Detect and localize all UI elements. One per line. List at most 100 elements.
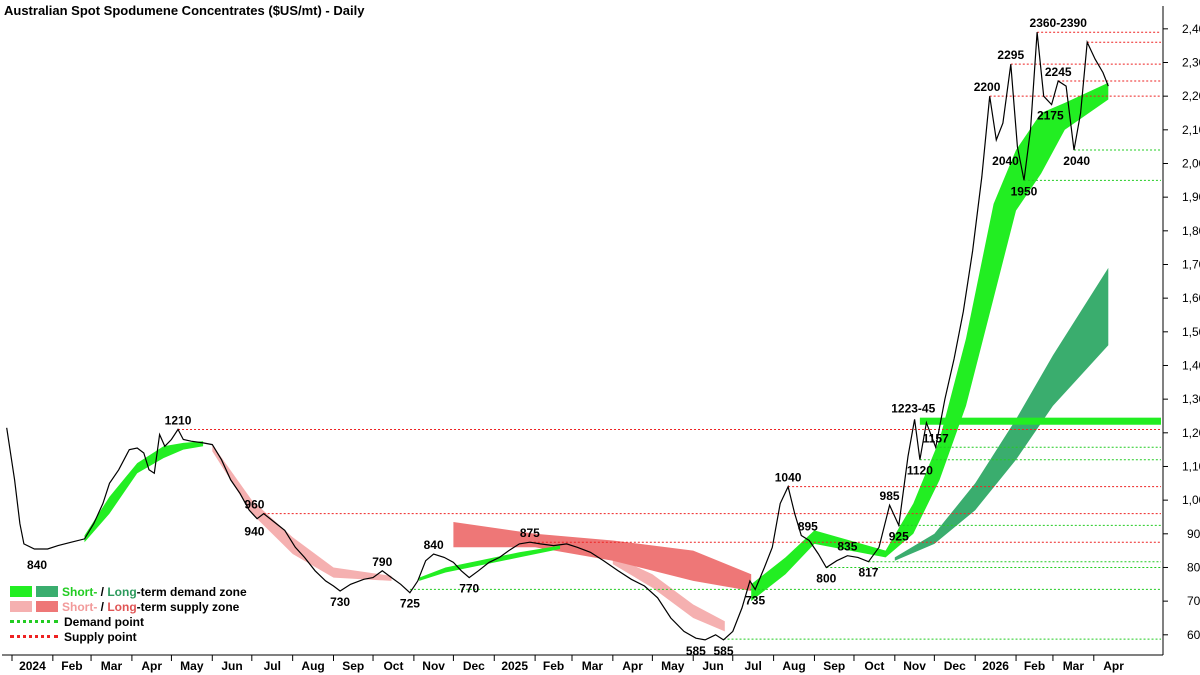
y-tick-label-11: 1,700 <box>1182 257 1200 271</box>
x-tick-label-7: Aug <box>301 659 324 673</box>
legend-row-supply-zone: Short- / Long -term supply zone <box>10 599 247 614</box>
annotation-label-12: 735 <box>745 593 765 607</box>
annotation-label-6: 725 <box>400 597 420 611</box>
short-term-demand-zone-2 <box>751 82 1109 602</box>
annotation-label-10: 585 <box>686 644 706 658</box>
legend-label-supply-point: Supply point <box>64 629 137 644</box>
annotation-label-22: 1157 <box>923 431 949 445</box>
long-term-supply-zone <box>453 522 752 591</box>
legend-label-long-supply: Long <box>107 599 137 614</box>
x-tick-label-11: Dec <box>463 659 485 673</box>
x-tick-label-20: Sep <box>823 659 845 673</box>
short-term-demand-zone-0 <box>84 441 204 543</box>
x-tick-label-14: Mar <box>582 659 604 673</box>
x-tick-label-15: Apr <box>622 659 643 673</box>
x-tick-label-22: Nov <box>903 659 926 673</box>
y-tick-label-4: 1,000 <box>1182 493 1200 507</box>
x-tick-label-6: Jul <box>264 659 281 673</box>
short-term-supply-zone-0 <box>212 444 392 581</box>
x-tick-label-3: Apr <box>141 659 162 673</box>
annotation-label-26: 1950 <box>1011 184 1038 198</box>
x-tick-label-24: 2026 <box>982 659 1009 673</box>
annotation-label-11: 585 <box>714 644 734 658</box>
y-tick-label-2: 800 <box>1187 560 1200 574</box>
annotation-label-17: 817 <box>858 566 878 580</box>
x-tick-label-21: Oct <box>864 659 884 673</box>
y-tick-label-15: 2,100 <box>1182 123 1200 137</box>
y-tick-label-3: 900 <box>1187 527 1200 541</box>
y-tick-label-5: 1,100 <box>1182 459 1200 473</box>
legend: Short- / Long -term demand zone Short- / … <box>10 584 247 644</box>
legend-label-demand-rest: -term demand zone <box>136 584 247 599</box>
annotation-label-9: 875 <box>520 526 540 540</box>
legend-label-demand-point: Demand point <box>64 614 144 629</box>
x-tick-label-5: Jun <box>221 659 242 673</box>
y-tick-label-9: 1,500 <box>1182 325 1200 339</box>
reference-lines-layer <box>178 31 1161 640</box>
annotation-label-16: 835 <box>837 540 857 554</box>
chart-title: Australian Spot Spodumene Concentrates (… <box>4 3 365 18</box>
price-line <box>6 32 1109 641</box>
x-tick-label-13: Feb <box>543 659 564 673</box>
legend-label-short-demand: Short- <box>62 584 98 599</box>
annotation-label-28: 2245 <box>1045 65 1072 79</box>
price-line-layer <box>6 32 1109 641</box>
legend-row-demand-point: Demand point <box>10 614 247 629</box>
y-tick-label-14: 2,000 <box>1182 156 1200 170</box>
annotation-label-27: 2360-2390 <box>1030 16 1088 30</box>
x-tick-label-25: Feb <box>1024 659 1045 673</box>
annotation-label-0: 840 <box>27 558 47 572</box>
x-tick-label-19: Aug <box>782 659 805 673</box>
legend-row-demand-zone: Short- / Long -term demand zone <box>10 584 247 599</box>
x-tick-label-0: 2024 <box>19 659 46 673</box>
annotation-label-30: 2040 <box>1063 154 1090 168</box>
y-tick-label-17: 2,300 <box>1182 55 1200 69</box>
annotation-label-5: 790 <box>372 555 392 569</box>
y-tick-label-13: 1,900 <box>1182 190 1200 204</box>
y-tick-label-18: 2,400 <box>1182 22 1200 36</box>
x-tick-label-16: May <box>661 659 685 673</box>
y-tick-label-8: 1,400 <box>1182 358 1200 372</box>
demand-zones-layer <box>84 82 1161 632</box>
y-tick-label-1: 700 <box>1187 594 1200 608</box>
legend-sep-demand: / <box>97 584 108 599</box>
legend-swatch-short-supply <box>10 601 32 612</box>
x-tick-label-12: 2025 <box>501 659 528 673</box>
legend-swatch-long-demand <box>36 586 58 597</box>
annotation-label-4: 730 <box>330 595 350 609</box>
annotation-label-13: 1040 <box>775 471 802 485</box>
annotation-label-7: 840 <box>424 538 444 552</box>
x-tick-label-1: Feb <box>61 659 82 673</box>
long-term-demand-band <box>919 417 1161 425</box>
annotation-label-2: 960 <box>244 498 264 512</box>
annotation-label-29: 2175 <box>1037 109 1064 123</box>
short-term-supply-zone-1 <box>612 555 725 632</box>
x-tick-label-17: Jun <box>702 659 723 673</box>
annotation-label-20: 1223-45 <box>891 402 935 416</box>
annotation-label-14: 895 <box>798 519 818 533</box>
y-tick-label-7: 1,300 <box>1182 392 1200 406</box>
y-tick-label-0: 600 <box>1187 628 1200 642</box>
x-tick-label-27: Apr <box>1103 659 1124 673</box>
annotation-label-1: 1210 <box>165 413 192 427</box>
short-term-demand-zone-1 <box>419 545 561 581</box>
y-tick-label-16: 2,200 <box>1182 89 1200 103</box>
y-tick-label-12: 1,800 <box>1182 224 1200 238</box>
legend-row-supply-point: Supply point <box>10 629 247 644</box>
x-tick-label-18: Jul <box>745 659 762 673</box>
x-tick-label-4: May <box>180 659 204 673</box>
x-tick-label-10: Nov <box>422 659 445 673</box>
y-tick-label-6: 1,200 <box>1182 426 1200 440</box>
x-tick-label-9: Oct <box>383 659 403 673</box>
x-tick-label-2: Mar <box>101 659 123 673</box>
annotation-label-23: 2200 <box>974 80 1001 94</box>
x-tick-label-8: Sep <box>342 659 364 673</box>
annotation-label-15: 800 <box>816 571 836 585</box>
axes-layer: 600 700 800 900 1,000 1,100 1,200 1,300 1,400 1,5… <box>2 6 1200 673</box>
annotation-label-25: 2295 <box>997 48 1024 62</box>
legend-demand-point-line <box>10 620 58 623</box>
legend-swatch-short-demand <box>10 586 32 597</box>
annotations-layer: 840 1210 960 940 730 790 725 840 770 875 585 585 735… <box>27 16 1090 658</box>
